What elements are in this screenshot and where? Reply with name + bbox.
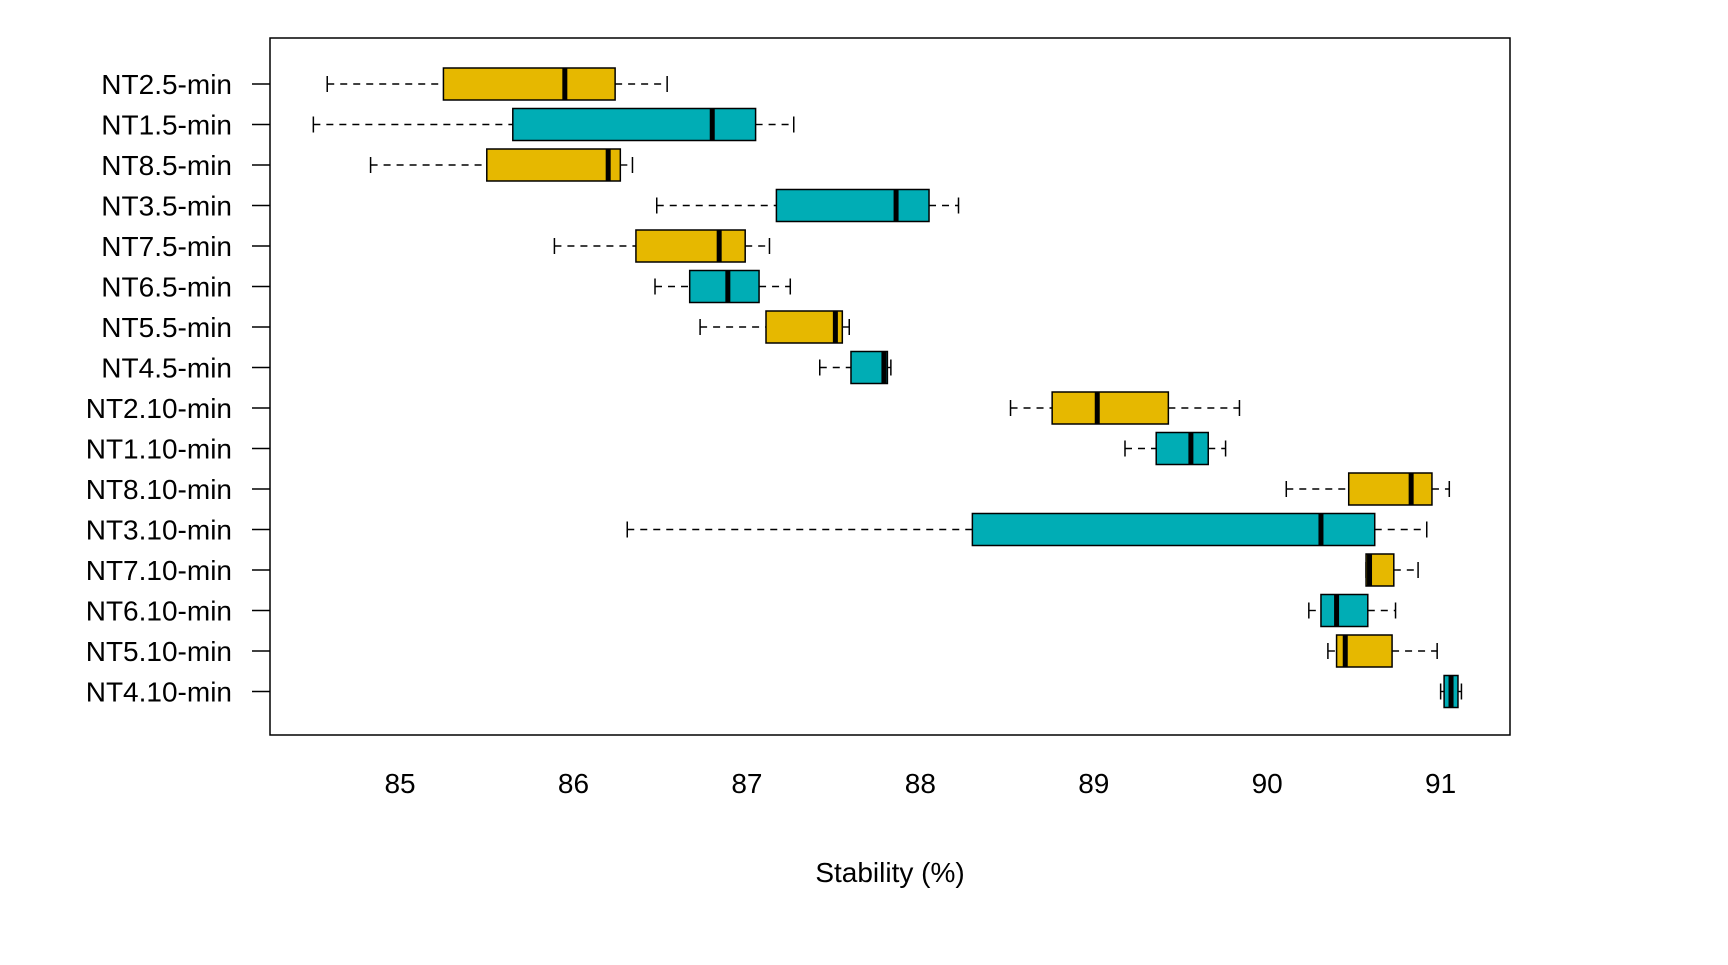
box-NT7.5-min: [553, 229, 771, 263]
box-NT2.10-min: [1009, 391, 1241, 425]
box-NT4.10-min: [1439, 674, 1463, 709]
box-NT1.5-min: [312, 107, 795, 142]
y-tick-label: NT2.10-min: [86, 393, 232, 424]
x-axis-label: Stability (%): [815, 857, 964, 888]
iqr-box: [775, 188, 930, 223]
y-tick-label: NT1.5-min: [101, 110, 232, 141]
box-NT7.10-min: [1365, 553, 1419, 587]
y-tick-label: NT7.5-min: [101, 231, 232, 262]
y-tick-label: NT3.10-min: [86, 515, 232, 546]
y-tick-label: NT6.10-min: [86, 596, 232, 627]
plot-frame: [269, 37, 1511, 736]
box-NT5.5-min: [699, 310, 850, 344]
x-tick-label: 86: [558, 768, 589, 799]
y-tick-label: NT6.5-min: [101, 272, 232, 303]
y-tick-label: NT5.5-min: [101, 312, 232, 343]
iqr-box: [512, 107, 757, 142]
box-NT5.10-min: [1327, 634, 1438, 668]
y-tick-label: NT7.10-min: [86, 555, 232, 586]
iqr-box: [486, 148, 622, 182]
box-NT8.10-min: [1285, 472, 1451, 506]
x-axis: 85 86 87 88 89 90 91: [384, 768, 1456, 799]
iqr-box: [765, 310, 844, 344]
y-tick-label: NT4.5-min: [101, 353, 232, 384]
y-tick-label: NT2.5-min: [101, 69, 232, 100]
box-NT2.5-min: [326, 67, 668, 101]
iqr-box: [442, 67, 616, 101]
y-tick-label: NT3.5-min: [101, 191, 232, 222]
box-NT4.5-min: [819, 350, 892, 385]
x-tick-label: 89: [1078, 768, 1109, 799]
y-tick-label: NT1.10-min: [86, 434, 232, 465]
iqr-box: [1155, 431, 1209, 466]
box-NT6.10-min: [1308, 593, 1397, 628]
x-tick-label: 85: [384, 768, 415, 799]
x-tick-label: 91: [1425, 768, 1456, 799]
y-tick-label: NT5.10-min: [86, 636, 232, 667]
box-NT8.5-min: [369, 148, 634, 182]
y-tick-label: NT8.10-min: [86, 474, 232, 505]
box-NT3.5-min: [655, 188, 960, 223]
iqr-box: [1347, 472, 1433, 506]
x-tick-label: 87: [731, 768, 762, 799]
iqr-box: [1051, 391, 1170, 425]
y-tick-label: NT8.5-min: [101, 150, 232, 181]
iqr-box: [1320, 593, 1369, 628]
iqr-box: [971, 512, 1376, 547]
box-series: [312, 67, 1463, 709]
y-axis: NT2.5-min NT1.5-min NT8.5-min NT3.5-min NT7.…: [86, 69, 270, 708]
x-tick-label: 90: [1252, 768, 1283, 799]
box-NT3.10-min: [626, 512, 1428, 547]
box-NT1.10-min: [1124, 431, 1227, 466]
iqr-box: [688, 269, 760, 304]
x-tick-label: 88: [905, 768, 936, 799]
y-tick-label: NT4.10-min: [86, 677, 232, 708]
iqr-box: [635, 229, 746, 263]
iqr-box: [850, 350, 889, 385]
box-NT6.5-min: [654, 269, 792, 304]
